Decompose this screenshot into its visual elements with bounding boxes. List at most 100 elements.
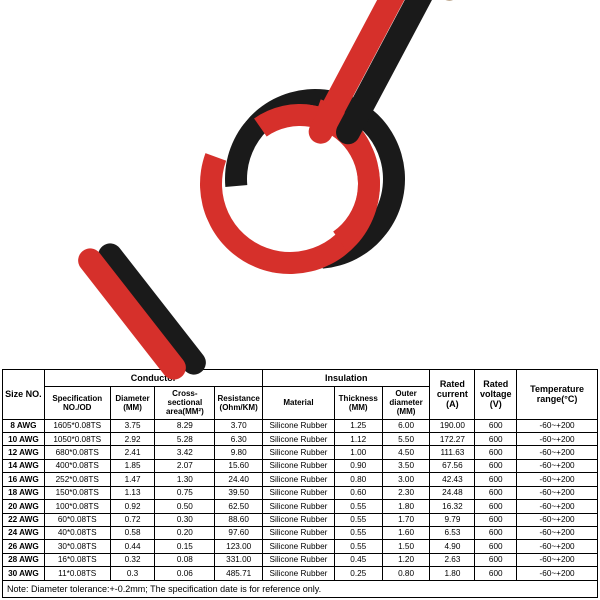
cell-vol: 600 xyxy=(475,486,517,499)
cell-tmp: -60~+200 xyxy=(517,459,598,472)
table-row: 16 AWG252*0.08TS1.471.3024.40Silicone Ru… xyxy=(3,473,598,486)
table-row: 26 AWG30*0.08TS0.440.15123.00Silicone Ru… xyxy=(3,540,598,553)
col-rated-current: Rated current (A) xyxy=(430,369,475,419)
cell-out: 1.20 xyxy=(382,553,430,566)
cell-size: 20 AWG xyxy=(3,500,45,513)
cell-vol: 600 xyxy=(475,433,517,446)
cell-area: 0.15 xyxy=(155,540,215,553)
cell-res: 331.00 xyxy=(215,553,263,566)
cell-out: 6.00 xyxy=(382,419,430,432)
cell-area: 5.28 xyxy=(155,433,215,446)
cell-out: 1.80 xyxy=(382,500,430,513)
table-row: 10 AWG1050*0.08TS2.925.286.30Silicone Ru… xyxy=(3,433,598,446)
col-resistance: Resistance (Ohm/KM) xyxy=(215,387,263,420)
cell-size: 22 AWG xyxy=(3,513,45,526)
cell-res: 24.40 xyxy=(215,473,263,486)
col-thickness: Thickness (MM) xyxy=(334,387,382,420)
cell-size: 12 AWG xyxy=(3,446,45,459)
cell-cur: 190.00 xyxy=(430,419,475,432)
cell-out: 1.50 xyxy=(382,540,430,553)
cell-size: 28 AWG xyxy=(3,553,45,566)
cell-thk: 0.55 xyxy=(334,513,382,526)
cell-dia: 0.72 xyxy=(110,513,155,526)
table-row: 18 AWG150*0.08TS1.130.7539.50Silicone Ru… xyxy=(3,486,598,499)
cell-spec: 30*0.08TS xyxy=(44,540,110,553)
cell-cur: 9.79 xyxy=(430,513,475,526)
cell-area: 0.08 xyxy=(155,553,215,566)
cell-spec: 11*0.08TS xyxy=(44,567,110,580)
cell-area: 3.42 xyxy=(155,446,215,459)
cell-spec: 40*0.08TS xyxy=(44,526,110,539)
cell-mat: Silicone Rubber xyxy=(263,567,335,580)
cell-vol: 600 xyxy=(475,567,517,580)
cell-res: 9.80 xyxy=(215,446,263,459)
cell-tmp: -60~+200 xyxy=(517,419,598,432)
wire-knot-illustration xyxy=(150,34,450,334)
cell-area: 0.50 xyxy=(155,500,215,513)
cell-tmp: -60~+200 xyxy=(517,473,598,486)
cell-spec: 252*0.08TS xyxy=(44,473,110,486)
cell-thk: 0.25 xyxy=(334,567,382,580)
spec-table-container: Size NO. Conductor Insulation Rated curr… xyxy=(0,369,600,600)
table-row: 22 AWG60*0.08TS0.720.3088.60Silicone Rub… xyxy=(3,513,598,526)
cell-res: 123.00 xyxy=(215,540,263,553)
cell-out: 5.50 xyxy=(382,433,430,446)
table-row: 30 AWG11*0.08TS0.30.06485.71Silicone Rub… xyxy=(3,567,598,580)
col-cross-section: Cross-sectional area(MM²) xyxy=(155,387,215,420)
cell-out: 3.50 xyxy=(382,459,430,472)
col-spec: Specification NO./OD xyxy=(44,387,110,420)
cell-area: 8.29 xyxy=(155,419,215,432)
cell-spec: 1605*0.08TS xyxy=(44,419,110,432)
cell-area: 0.20 xyxy=(155,526,215,539)
cell-area: 2.07 xyxy=(155,459,215,472)
cell-vol: 600 xyxy=(475,473,517,486)
cell-mat: Silicone Rubber xyxy=(263,446,335,459)
cell-cur: 2.63 xyxy=(430,553,475,566)
cell-res: 3.70 xyxy=(215,419,263,432)
cell-size: 8 AWG xyxy=(3,419,45,432)
cell-res: 6.30 xyxy=(215,433,263,446)
cell-mat: Silicone Rubber xyxy=(263,500,335,513)
table-note-row: Note: Diameter tolerance:+-0.2mm; The sp… xyxy=(3,580,598,597)
cell-out: 1.60 xyxy=(382,526,430,539)
cell-cur: 67.56 xyxy=(430,459,475,472)
table-row: 28 AWG16*0.08TS0.320.08331.00Silicone Ru… xyxy=(3,553,598,566)
cell-mat: Silicone Rubber xyxy=(263,526,335,539)
cell-cur: 6.53 xyxy=(430,526,475,539)
table-row: 14 AWG400*0.08TS1.852.0715.60Silicone Ru… xyxy=(3,459,598,472)
cell-mat: Silicone Rubber xyxy=(263,459,335,472)
cell-cur: 16.32 xyxy=(430,500,475,513)
cell-dia: 0.32 xyxy=(110,553,155,566)
col-conductor: Conductor xyxy=(44,369,262,386)
cell-area: 0.06 xyxy=(155,567,215,580)
cell-vol: 600 xyxy=(475,500,517,513)
col-material: Material xyxy=(263,387,335,420)
cell-cur: 24.48 xyxy=(430,486,475,499)
col-temp-range: Temperature range(°C) xyxy=(517,369,598,419)
cell-thk: 0.55 xyxy=(334,526,382,539)
cell-dia: 0.92 xyxy=(110,500,155,513)
cell-out: 4.50 xyxy=(382,446,430,459)
cell-area: 1.30 xyxy=(155,473,215,486)
cell-res: 39.50 xyxy=(215,486,263,499)
cell-thk: 0.90 xyxy=(334,459,382,472)
table-group-header: Size NO. Conductor Insulation Rated curr… xyxy=(3,369,598,386)
col-diameter: Diameter (MM) xyxy=(110,387,155,420)
table-row: 20 AWG100*0.08TS0.920.5062.50Silicone Ru… xyxy=(3,500,598,513)
cell-size: 30 AWG xyxy=(3,567,45,580)
cell-res: 88.60 xyxy=(215,513,263,526)
cell-spec: 16*0.08TS xyxy=(44,553,110,566)
cell-vol: 600 xyxy=(475,419,517,432)
cell-mat: Silicone Rubber xyxy=(263,419,335,432)
cell-size: 10 AWG xyxy=(3,433,45,446)
cell-spec: 1050*0.08TS xyxy=(44,433,110,446)
cell-res: 97.60 xyxy=(215,526,263,539)
cell-vol: 600 xyxy=(475,553,517,566)
cell-thk: 1.12 xyxy=(334,433,382,446)
col-size: Size NO. xyxy=(3,369,45,419)
cell-spec: 60*0.08TS xyxy=(44,513,110,526)
cell-tmp: -60~+200 xyxy=(517,500,598,513)
cell-dia: 0.58 xyxy=(110,526,155,539)
cell-size: 24 AWG xyxy=(3,526,45,539)
cell-tmp: -60~+200 xyxy=(517,433,598,446)
